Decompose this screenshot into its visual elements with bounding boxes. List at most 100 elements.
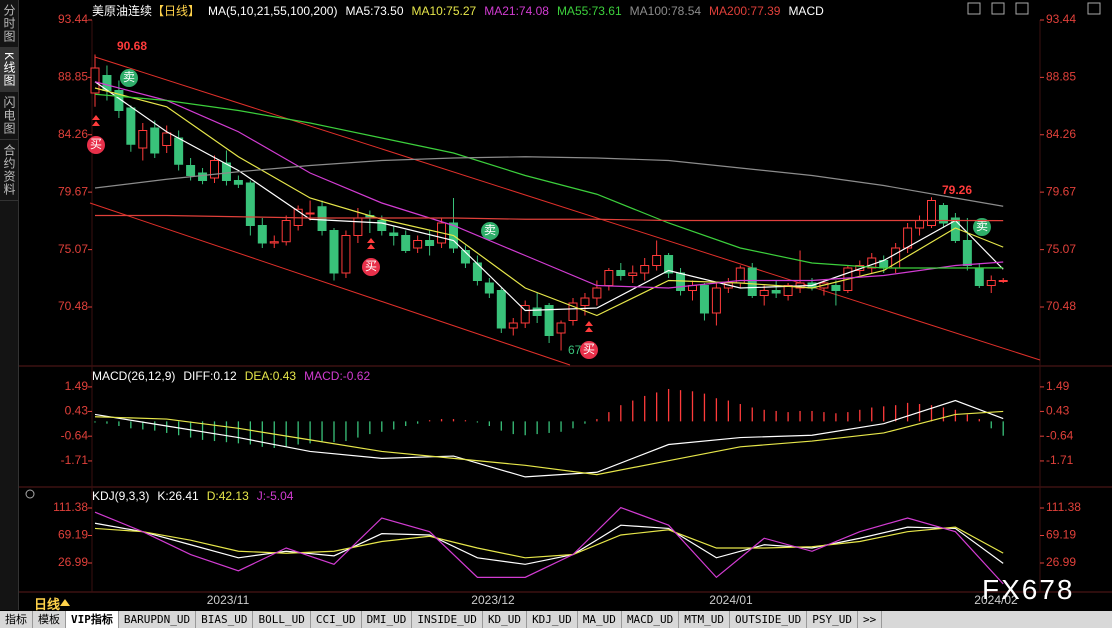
candle-body xyxy=(210,160,219,179)
y-tick-label: 79.67 xyxy=(1046,184,1076,198)
candle-body xyxy=(640,265,650,274)
signal-marker: 卖 xyxy=(481,222,499,240)
candle-body xyxy=(401,235,411,251)
tab[interactable]: MA_UD xyxy=(578,611,622,628)
candle-body xyxy=(305,212,315,215)
toolbar-icon[interactable] xyxy=(1015,2,1029,15)
tab[interactable]: BARUPDN_UD xyxy=(119,611,197,628)
period-label: 【日线】 xyxy=(152,4,201,18)
toolbar-icon[interactable] xyxy=(991,2,1005,15)
candle-body xyxy=(628,272,638,276)
candle-body xyxy=(508,322,518,329)
legend-entry: DEA:0.43 xyxy=(244,369,297,383)
signal-marker: 卖 xyxy=(120,69,138,87)
tab[interactable]: INSIDE_UD xyxy=(412,611,483,628)
candle-body xyxy=(556,322,566,334)
tab[interactable]: CCI_UD xyxy=(311,611,362,628)
y-tick-label: -1.71 xyxy=(61,453,89,467)
candle-body xyxy=(938,205,948,224)
sidebar-tab[interactable]: K线图 xyxy=(0,48,18,93)
signal-marker: 卖 xyxy=(973,218,991,236)
y-tick-label: 88.85 xyxy=(1046,70,1076,84)
candle-body xyxy=(389,232,399,236)
tab[interactable]: 指标 xyxy=(0,611,33,628)
y-tick-label: 111.38 xyxy=(53,500,88,514)
tab[interactable]: KD_UD xyxy=(483,611,528,628)
legend-entry: MACD:-0.62 xyxy=(304,369,371,383)
signal-marker: 买 xyxy=(580,321,598,359)
candle-body xyxy=(150,127,160,154)
tab[interactable]: PSY_UD xyxy=(807,611,859,628)
instrument: 美原油连续【日线】 xyxy=(92,2,200,19)
candle-body xyxy=(676,272,686,291)
candle-body xyxy=(652,255,662,266)
tab[interactable]: 模板 xyxy=(33,611,66,628)
y-tick-label: 69.19 xyxy=(1046,528,1076,542)
sidebar-tab[interactable]: 闪电图 xyxy=(0,92,18,141)
y-tick-label: 88.85 xyxy=(58,70,88,84)
candle-body xyxy=(496,290,506,329)
candle-body xyxy=(377,220,387,231)
tab[interactable]: KDJ_UD xyxy=(527,611,578,628)
x-tick-label: 2024/02 xyxy=(974,593,1018,607)
candle-body xyxy=(484,282,494,294)
indicator-label[interactable]: MACD xyxy=(788,3,824,18)
candle-body xyxy=(747,267,757,296)
tab[interactable]: MTM_UD xyxy=(679,611,731,628)
candle-body xyxy=(699,285,709,314)
x-tick-label: 2023/11 xyxy=(207,593,250,607)
candle-body xyxy=(915,220,925,229)
y-tick-label: 70.48 xyxy=(58,299,88,313)
legend-entry: K:26.41 xyxy=(157,489,199,503)
candle-body xyxy=(425,240,435,246)
legend-entry: DIFF:0.12 xyxy=(183,369,237,383)
low-label: 67 xyxy=(568,343,582,357)
candle-body xyxy=(759,290,769,296)
legend-entry: MA200:77.39 xyxy=(709,3,781,18)
signal-text: 买 xyxy=(583,342,595,356)
candle-body xyxy=(353,217,363,236)
y-tick-label: 84.26 xyxy=(1046,127,1076,141)
toolbar-icon[interactable] xyxy=(1087,2,1101,15)
y-tick-label: 69.19 xyxy=(58,528,88,542)
signal-marker: 买 xyxy=(87,115,105,154)
y-tick-label: -1.71 xyxy=(1046,453,1074,467)
tab[interactable]: DMI_UD xyxy=(362,611,413,628)
legend-entry: MA10:75.27 xyxy=(411,3,477,18)
sidebar: 分时图 K线图 闪电图 合约资料 xyxy=(0,0,19,610)
signal-text: 买 xyxy=(90,137,102,151)
panel-icon[interactable] xyxy=(25,489,35,499)
tab[interactable]: BOLL_UD xyxy=(253,611,311,628)
candle-body xyxy=(580,297,590,306)
y-tick-label: 93.44 xyxy=(1046,12,1076,26)
candle-body xyxy=(986,280,996,286)
tab[interactable]: MACD_UD xyxy=(622,611,680,628)
signal-text: 买 xyxy=(365,259,377,273)
candle-body xyxy=(532,307,542,316)
y-tick-label: 79.67 xyxy=(58,184,88,198)
y-tick-label: 26.99 xyxy=(1046,555,1076,569)
indicator-name[interactable]: KDJ(9,3,3) xyxy=(92,489,150,503)
candle-body xyxy=(592,287,602,299)
sidebar-tab[interactable]: 合约资料 xyxy=(0,140,18,202)
candle-body xyxy=(233,180,243,185)
y-tick-label: 0.43 xyxy=(65,404,89,418)
candle-body xyxy=(974,267,984,286)
indicator-name[interactable]: MA(5,10,21,55,100,200) xyxy=(208,3,338,18)
indicator-name[interactable]: MACD(26,12,9) xyxy=(92,369,176,383)
period-button[interactable]: 日线 xyxy=(34,597,61,612)
legend-entry: J:-5.04 xyxy=(256,489,294,503)
period-arrow[interactable] xyxy=(60,599,70,606)
tab[interactable]: VIP指标 xyxy=(66,611,119,628)
tab[interactable]: BIAS_UD xyxy=(196,611,254,628)
candle-body xyxy=(162,132,172,146)
tab[interactable]: >> xyxy=(858,611,883,628)
signal-text: 卖 xyxy=(123,70,135,84)
tab[interactable]: OUTSIDE_UD xyxy=(730,611,808,628)
toolbar-icon[interactable] xyxy=(967,2,981,15)
sidebar-tab[interactable]: 分时图 xyxy=(0,0,18,48)
candle-body xyxy=(771,290,781,294)
y-tick-label: 1.49 xyxy=(1046,379,1070,393)
y-tick-label: 70.48 xyxy=(1046,299,1076,313)
